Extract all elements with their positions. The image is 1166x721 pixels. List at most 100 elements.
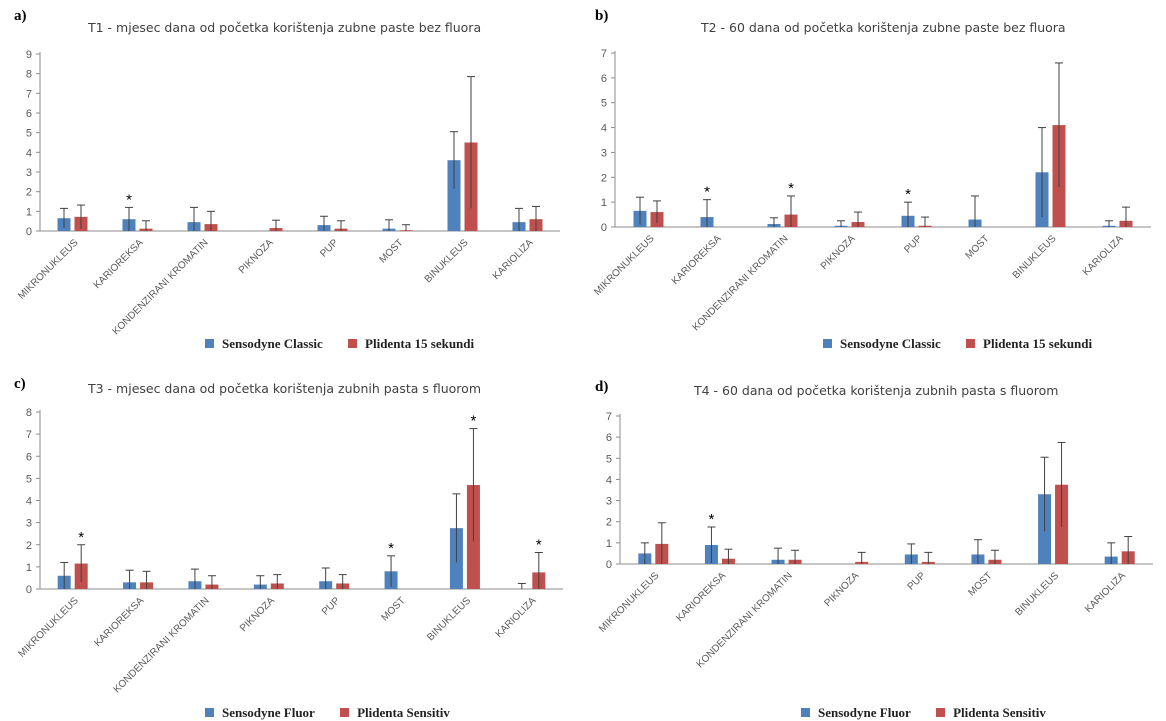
y-tick-label: 7 [606,411,612,423]
legend-label: Plidenta 15 sekundi [983,336,1093,351]
significance-marker: * [704,184,710,201]
x-tick-label: BINUKLEUS [425,595,473,643]
legend-swatch [205,339,214,348]
y-tick-label: 4 [26,147,32,159]
significance-marker: * [388,540,394,557]
legend-swatch [340,708,350,717]
significance-marker: * [905,186,911,203]
y-tick-label: 3 [26,518,32,530]
y-tick-label: 6 [26,451,32,463]
chart-legend: Sensodyne Classic Plidenta 15 sekundi [205,336,496,352]
y-tick-label: 6 [606,432,612,444]
y-tick-label: 9 [26,49,32,61]
y-tick-label: 2 [601,172,607,184]
y-tick-label: 2 [606,517,612,529]
chart-canvas-c: 012345678MIKRONUKLEUS*KARIOREKSAKONDENZI… [16,407,563,695]
x-tick-label: MOST [377,237,405,265]
legend-label: Sensodyne Classic [840,336,941,351]
x-tick-label: KARIOLIZA [1083,570,1128,615]
y-tick-label: 4 [26,496,32,508]
significance-marker: * [709,511,715,528]
y-tick-label: 1 [26,206,32,218]
y-tick-label: 8 [26,69,32,81]
y-tick-label: 5 [26,128,32,140]
x-tick-label: PIKNOZA [237,237,276,276]
legend-item: Plidenta 15 sekundi [966,336,1092,351]
y-tick-label: 5 [606,453,612,465]
x-tick-label: MOST [963,233,991,261]
legend-swatch [823,339,832,348]
y-tick-label: 0 [26,584,32,596]
x-tick-label: MIKRONUKLEUS [16,595,81,660]
x-tick-label: KARIOREKSA [670,233,724,287]
x-tick-label: PUP [320,595,343,618]
y-tick-label: 3 [26,167,32,179]
significance-marker: * [126,191,132,208]
y-tick-label: 3 [601,147,607,159]
x-tick-label: KARIOREKSA [92,237,146,291]
x-tick-label: MOST [379,595,407,623]
panel-label: c) [14,376,26,392]
significance-marker: * [471,413,477,430]
x-tick-label: KARIOREKSA [674,570,728,624]
legend-label: Sensodyne Fluor [222,705,315,720]
panel-label: a) [14,8,27,24]
x-tick-label: PUP [906,570,929,593]
y-tick-label: 5 [601,98,607,110]
y-tick-label: 7 [26,429,32,441]
chart-title: T1 - mjesec dana od početka korištenja z… [88,20,482,35]
y-tick-label: 6 [26,108,32,120]
legend-swatch [966,339,976,348]
x-tick-label: PIKNOZA [238,595,277,634]
significance-marker: * [788,180,794,197]
y-tick-label: 4 [601,123,607,135]
x-tick-label: MIKRONUKLEUS [597,570,662,635]
legend-label: Sensodyne Classic [222,336,323,351]
legend-item: Plidenta 15 sekundi [348,336,474,351]
chart-title: T3 - mjesec dana od početka korištenja z… [88,381,481,396]
y-tick-label: 1 [26,562,32,574]
y-tick-label: 6 [601,73,607,85]
chart-panel-d: 0 1 2 3 4 5 6 7 MIKRONUKLEUS KARIOREKSA * KONDENZIR… [583,360,1166,720]
legend-item: Sensodyne Fluor [801,705,911,720]
legend-label: Sensodyne Fluor [818,705,911,720]
chart-legend: Sensodyne Fluor Plidenta Sensitiv [205,705,472,721]
legend-label: Plidenta 15 sekundi [365,336,475,351]
x-tick-label: BINUKLEUS [423,237,471,285]
y-tick-label: 7 [601,48,607,60]
x-tick-label: BINUKLEUS [1013,570,1061,618]
legend-item: Plidenta Sensitiv [936,705,1046,720]
legend-item: Sensodyne Fluor [205,705,315,720]
x-tick-label: PUP [902,233,925,256]
y-tick-label: 2 [26,187,32,199]
y-tick-label: 0 [26,226,32,238]
x-tick-label: PUP [318,237,341,260]
y-tick-label: 3 [606,496,612,508]
legend-label: Plidenta Sensitiv [953,705,1046,720]
legend-item: Sensodyne Classic [823,336,941,351]
x-tick-label: MIKRONUKLEUS [16,237,81,302]
bar [447,160,461,231]
chart-title: T4 - 60 dana od početka korištenja zubni… [694,383,1059,398]
legend-item: Plidenta Sensitiv [340,705,450,720]
chart-legend: Sensodyne Fluor Plidenta Sensitiv [801,705,1068,721]
x-tick-label: PIKNOZA [819,233,858,272]
x-tick-label: MIKRONUKLEUS [592,233,657,298]
chart-legend: Sensodyne Classic Plidenta 15 sekundi [823,336,1114,352]
x-tick-label: PIKNOZA [822,570,861,609]
legend-swatch [801,708,810,717]
y-tick-label: 5 [26,473,32,485]
legend-item: Sensodyne Classic [205,336,323,351]
y-tick-label: 0 [601,222,607,234]
x-tick-label: BINUKLEUS [1011,233,1059,281]
x-tick-label: KARIOLIZA [491,237,536,282]
chart-title: T2 - 60 dana od početka korištenja zubne… [701,20,1066,35]
chart-panel-c: 0 1 2 3 4 5 6 7 8 MIKRONUKLEUS * KARIOREKSA KONDENZI… [0,360,583,720]
x-tick-label: KARIOREKSA [92,595,146,649]
y-tick-label: 2 [26,540,32,552]
y-tick-label: 8 [26,407,32,419]
y-tick-label: 7 [26,88,32,100]
